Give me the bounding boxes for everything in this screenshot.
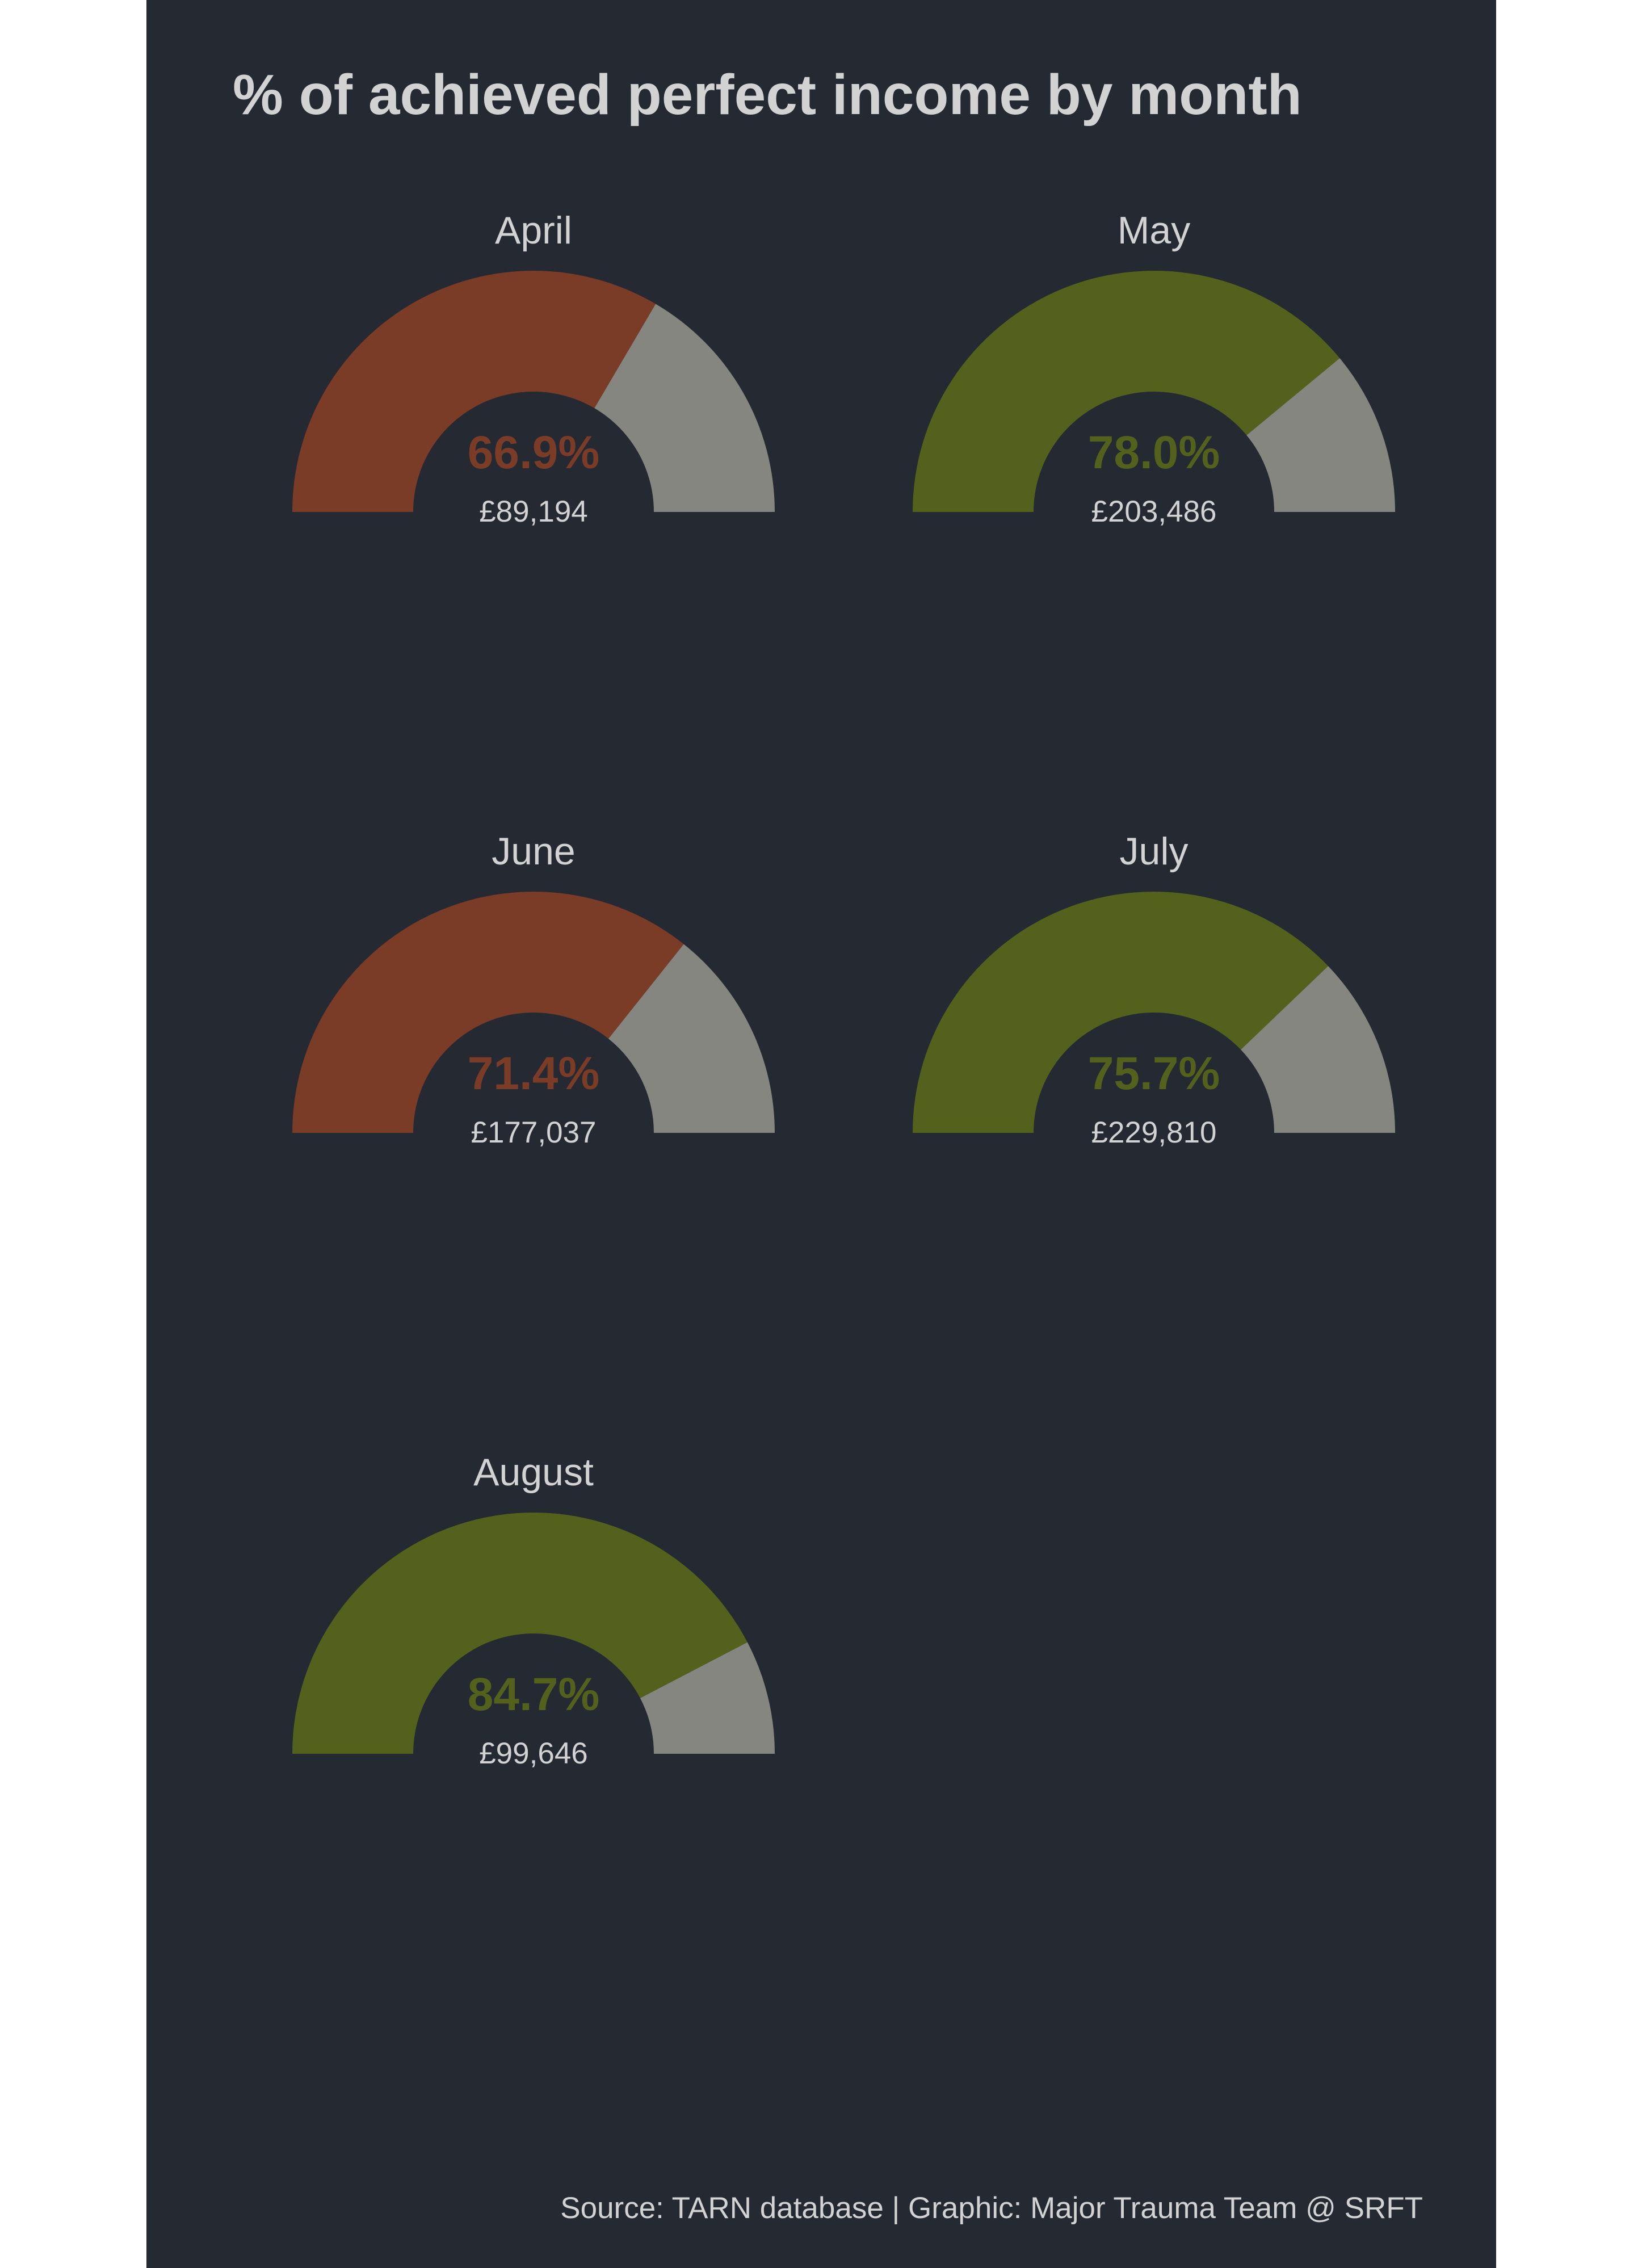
chart-title: % of achieved perfect income by month (233, 63, 1302, 127)
gauge-remaining-segment (594, 304, 775, 512)
gauge-income-label: £99,646 (479, 1737, 588, 1770)
gauge-remaining-segment (1241, 966, 1395, 1133)
gauge-remaining-segment (1246, 358, 1395, 512)
gauge-august: August 84.7% £99,646 (292, 1451, 775, 1770)
source-caption: Source: TARN database | Graphic: Major T… (560, 2191, 1423, 2225)
gauge-income-label: £89,194 (479, 495, 588, 528)
gauge-month-label: July (1120, 830, 1189, 873)
gauge-april: April 66.9% £89,194 (292, 209, 775, 528)
gauge-percent-label: 66.9% (468, 427, 600, 478)
gauge-month-label: June (492, 830, 575, 873)
gauge-may: May 78.0% £203,486 (913, 209, 1395, 528)
gauge-percent-label: 75.7% (1088, 1048, 1220, 1099)
gauge-achieved-segment (913, 271, 1340, 512)
gauge-percent-label: 78.0% (1088, 427, 1220, 478)
gauge-income-label: £177,037 (471, 1116, 596, 1149)
gauge-achieved-segment (292, 892, 684, 1133)
gauge-income-label: £229,810 (1091, 1116, 1216, 1149)
gauge-percent-label: 71.4% (468, 1048, 600, 1099)
gauge-remaining-segment (640, 1642, 775, 1754)
gauge-month-label: May (1118, 209, 1190, 252)
gauge-achieved-segment (292, 1512, 747, 1754)
gauge-month-label: April (495, 209, 572, 252)
gauge-percent-label: 84.7% (468, 1669, 600, 1720)
gauge-month-label: August (473, 1451, 594, 1494)
gauge-achieved-segment (913, 891, 1329, 1133)
gauge-remaining-segment (608, 944, 775, 1133)
gauge-july: July 75.7% £229,810 (913, 830, 1395, 1149)
gauge-june: June 71.4% £177,037 (292, 830, 775, 1149)
gauge-achieved-segment (292, 270, 656, 512)
gauge-income-label: £203,486 (1091, 495, 1216, 528)
